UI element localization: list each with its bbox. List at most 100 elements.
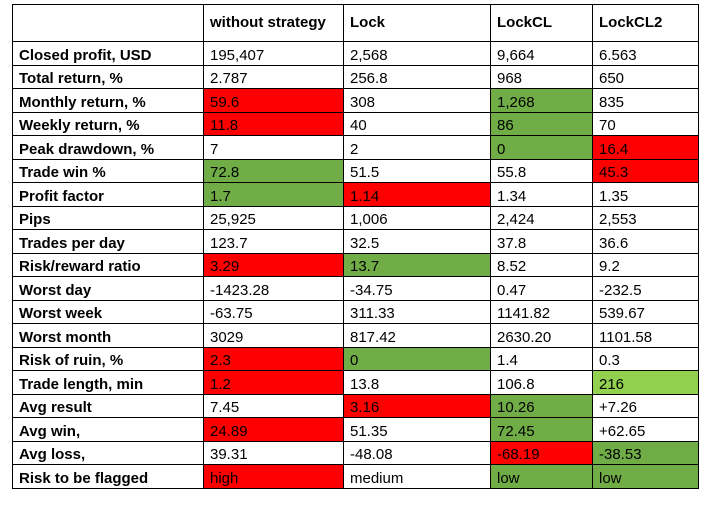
cell-without-strategy: -63.75 — [203, 299, 344, 324]
cell-lock: 1,006 — [343, 205, 491, 230]
table-row: Risk/reward ratio 3.29 13.7 8.52 9.2 — [12, 252, 699, 277]
cell-without-strategy: 11.8 — [203, 111, 344, 136]
cell-without-strategy: 195,407 — [203, 41, 344, 66]
cell-without-strategy: 3.29 — [203, 252, 344, 277]
table-row: Trade length, min 1.2 13.8 106.8 216 — [12, 370, 699, 395]
cell-lock: 3.16 — [343, 393, 491, 418]
cell-lockcl2: 0.3 — [592, 346, 699, 371]
cell-without-strategy: high — [203, 464, 344, 489]
cell-lockcl: -68.19 — [490, 440, 593, 465]
column-header-lockcl2: LockCL2 — [592, 4, 699, 42]
table-body: Closed profit, USD 195,407 2,568 9,664 6.563… — [12, 41, 699, 489]
table-row: Worst month 3029 817.42 2630.20 1101.58 — [12, 323, 699, 348]
cell-lockcl: 1,268 — [490, 88, 593, 113]
cell-without-strategy: 24.89 — [203, 417, 344, 442]
table-row: Pips 25,925 1,006 2,424 2,553 — [12, 205, 699, 230]
row-label: Pips — [12, 205, 204, 230]
table-row: Total return, % 2.787 256.8 968 650 — [12, 64, 699, 89]
cell-lockcl: 106.8 — [490, 370, 593, 395]
table-row: Worst day -1423.28 -34.75 0.47 -232.5 — [12, 276, 699, 301]
cell-lockcl2: +62.65 — [592, 417, 699, 442]
cell-lockcl2: 45.3 — [592, 158, 699, 183]
cell-lock: 1.14 — [343, 182, 491, 207]
cell-without-strategy: 25,925 — [203, 205, 344, 230]
cell-lock: -48.08 — [343, 440, 491, 465]
corner-header-cell — [12, 4, 204, 42]
cell-lockcl2: 216 — [592, 370, 699, 395]
cell-without-strategy: 3029 — [203, 323, 344, 348]
row-label: Avg loss, — [12, 440, 204, 465]
cell-lock: 13.7 — [343, 252, 491, 277]
column-header-lock: Lock — [343, 4, 491, 42]
cell-lockcl2: 835 — [592, 88, 699, 113]
cell-lockcl: 2630.20 — [490, 323, 593, 348]
cell-lock: 13.8 — [343, 370, 491, 395]
cell-lockcl: 9,664 — [490, 41, 593, 66]
table-row: Avg loss, 39.31 -48.08 -68.19 -38.53 — [12, 440, 699, 465]
row-label: Risk of ruin, % — [12, 346, 204, 371]
table-row: Risk of ruin, % 2.3 0 1.4 0.3 — [12, 346, 699, 371]
cell-lockcl2: 16.4 — [592, 135, 699, 160]
row-label: Risk/reward ratio — [12, 252, 204, 277]
table-row: Weekly return, % 11.8 40 86 70 — [12, 111, 699, 136]
cell-lockcl2: -232.5 — [592, 276, 699, 301]
cell-lockcl: low — [490, 464, 593, 489]
cell-lockcl: 55.8 — [490, 158, 593, 183]
cell-without-strategy: 1.7 — [203, 182, 344, 207]
cell-lockcl: 10.26 — [490, 393, 593, 418]
row-label: Worst month — [12, 323, 204, 348]
row-label: Profit factor — [12, 182, 204, 207]
row-label: Trades per day — [12, 229, 204, 254]
cell-lockcl2: 36.6 — [592, 229, 699, 254]
table-row: Monthly return, % 59.6 308 1,268 835 — [12, 88, 699, 113]
row-label: Worst week — [12, 299, 204, 324]
cell-lockcl: 86 — [490, 111, 593, 136]
cell-lock: 2 — [343, 135, 491, 160]
column-header-without-strategy: without strategy — [203, 4, 344, 42]
cell-without-strategy: -1423.28 — [203, 276, 344, 301]
cell-lockcl2: 9.2 — [592, 252, 699, 277]
table-row: Trade win % 72.8 51.5 55.8 45.3 — [12, 158, 699, 183]
table-row: Avg result 7.45 3.16 10.26 +7.26 — [12, 393, 699, 418]
cell-without-strategy: 2.787 — [203, 64, 344, 89]
table-row: Avg win, 24.89 51.35 72.45 +62.65 — [12, 417, 699, 442]
cell-lockcl2: +7.26 — [592, 393, 699, 418]
cell-lockcl: 2,424 — [490, 205, 593, 230]
cell-without-strategy: 72.8 — [203, 158, 344, 183]
table-row: Closed profit, USD 195,407 2,568 9,664 6.563 — [12, 41, 699, 66]
row-label: Risk to be flagged — [12, 464, 204, 489]
cell-without-strategy: 39.31 — [203, 440, 344, 465]
cell-lockcl: 1.4 — [490, 346, 593, 371]
cell-lock: 51.5 — [343, 158, 491, 183]
table-row: Worst week -63.75 311.33 1141.82 539.67 — [12, 299, 699, 324]
cell-without-strategy: 59.6 — [203, 88, 344, 113]
row-label: Total return, % — [12, 64, 204, 89]
cell-without-strategy: 123.7 — [203, 229, 344, 254]
row-label: Avg result — [12, 393, 204, 418]
cell-lock: 256.8 — [343, 64, 491, 89]
cell-lockcl: 1.34 — [490, 182, 593, 207]
row-label: Trade length, min — [12, 370, 204, 395]
cell-lockcl2: 6.563 — [592, 41, 699, 66]
cell-lock: 51.35 — [343, 417, 491, 442]
cell-without-strategy: 7.45 — [203, 393, 344, 418]
row-label: Monthly return, % — [12, 88, 204, 113]
cell-lockcl2: low — [592, 464, 699, 489]
table-row: Profit factor 1.7 1.14 1.34 1.35 — [12, 182, 699, 207]
cell-lockcl2: -38.53 — [592, 440, 699, 465]
cell-lockcl: 968 — [490, 64, 593, 89]
row-label: Closed profit, USD — [12, 41, 204, 66]
cell-without-strategy: 7 — [203, 135, 344, 160]
cell-lockcl2: 539.67 — [592, 299, 699, 324]
cell-lockcl: 37.8 — [490, 229, 593, 254]
cell-lock: 311.33 — [343, 299, 491, 324]
cell-lockcl2: 2,553 — [592, 205, 699, 230]
cell-without-strategy: 2.3 — [203, 346, 344, 371]
row-label: Avg win, — [12, 417, 204, 442]
row-label: Weekly return, % — [12, 111, 204, 136]
cell-lock: -34.75 — [343, 276, 491, 301]
cell-lock: 0 — [343, 346, 491, 371]
row-label: Worst day — [12, 276, 204, 301]
cell-lockcl: 8.52 — [490, 252, 593, 277]
cell-lock: medium — [343, 464, 491, 489]
